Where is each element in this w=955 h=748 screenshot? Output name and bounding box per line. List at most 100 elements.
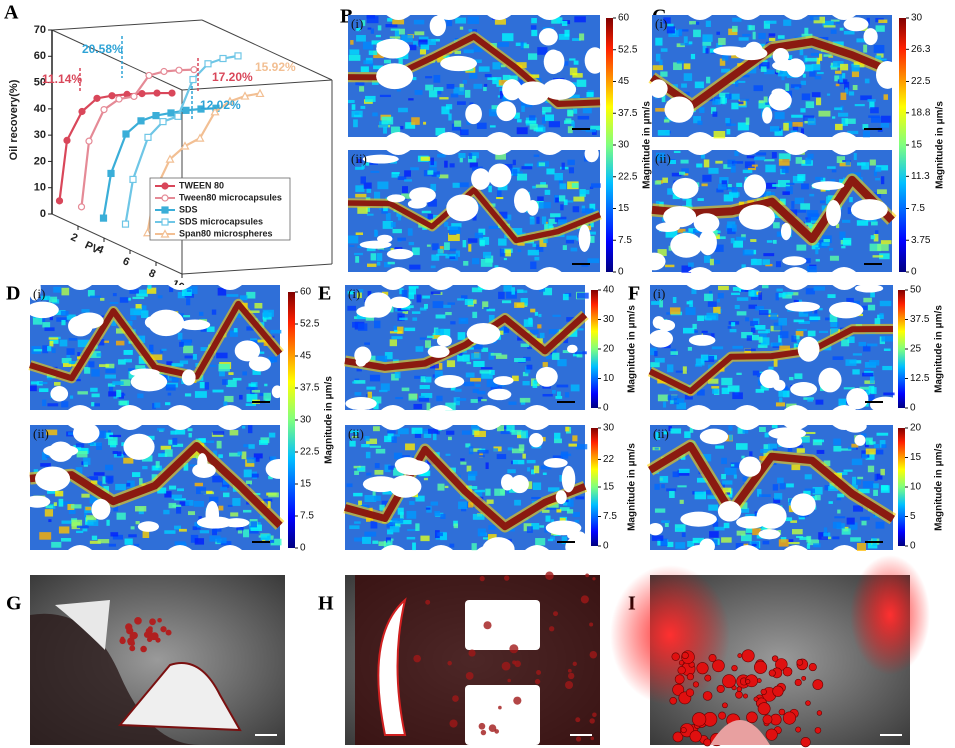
flow-texture bbox=[716, 42, 723, 50]
flow-texture bbox=[754, 156, 766, 161]
flow-texture bbox=[498, 79, 508, 86]
y-tick-label: 30 bbox=[34, 129, 46, 141]
flow-texture bbox=[184, 393, 192, 397]
data-point bbox=[99, 214, 108, 222]
flow-texture bbox=[354, 252, 363, 256]
colorbar-tick-label: 60 bbox=[618, 13, 630, 24]
flow-texture bbox=[768, 33, 776, 38]
flow-texture bbox=[693, 116, 702, 124]
colorbar-tick-label: 10 bbox=[603, 373, 615, 384]
flow-texture bbox=[483, 86, 487, 92]
flow-texture bbox=[232, 498, 241, 506]
flow-texture bbox=[834, 75, 840, 82]
flow-texture bbox=[876, 473, 883, 480]
flow-texture bbox=[361, 443, 370, 448]
flow-texture bbox=[369, 62, 374, 67]
flow-texture bbox=[423, 303, 428, 309]
flow-texture bbox=[457, 354, 464, 362]
flow-texture bbox=[165, 384, 176, 391]
flow-texture bbox=[839, 27, 844, 31]
flow-texture bbox=[829, 314, 838, 322]
pore bbox=[680, 511, 717, 527]
colorbar bbox=[288, 292, 295, 548]
edge-notch bbox=[218, 405, 242, 410]
flow-texture bbox=[503, 327, 510, 333]
flow-texture bbox=[730, 165, 736, 173]
colorbar-tick-label: 50 bbox=[910, 285, 922, 296]
flow-texture bbox=[414, 31, 425, 36]
flow-texture bbox=[527, 249, 539, 256]
flow-texture bbox=[479, 240, 485, 247]
flow-texture bbox=[520, 44, 530, 49]
flow-texture bbox=[830, 19, 840, 22]
edge-notch bbox=[487, 267, 512, 272]
edge-notch bbox=[832, 267, 856, 272]
flow-texture bbox=[506, 490, 511, 494]
flow-texture bbox=[803, 431, 816, 435]
flow-texture bbox=[541, 216, 547, 225]
flow-texture bbox=[562, 245, 567, 251]
flow-texture bbox=[416, 294, 422, 303]
flow-texture bbox=[520, 343, 530, 348]
flow-texture bbox=[883, 348, 891, 351]
flow-texture bbox=[479, 370, 492, 374]
flow-texture bbox=[841, 528, 851, 535]
droplet bbox=[465, 672, 474, 680]
flow-texture bbox=[471, 166, 483, 171]
flow-texture bbox=[183, 462, 189, 471]
flow-texture bbox=[797, 436, 810, 443]
flow-texture bbox=[683, 173, 689, 176]
droplet bbox=[155, 637, 161, 643]
flow-texture bbox=[852, 353, 862, 356]
flow-texture bbox=[821, 242, 830, 246]
pore bbox=[377, 597, 407, 736]
flow-texture bbox=[521, 430, 528, 439]
flow-texture bbox=[354, 392, 362, 396]
flow-texture bbox=[60, 538, 72, 542]
flow-texture bbox=[474, 232, 484, 239]
flow-texture bbox=[211, 309, 217, 315]
flow-texture bbox=[149, 344, 154, 353]
flow-texture bbox=[355, 256, 360, 263]
droplet bbox=[757, 702, 771, 716]
flow-texture bbox=[562, 350, 571, 354]
colorbar-tick-label: 30 bbox=[300, 415, 312, 426]
flow-texture bbox=[661, 520, 670, 523]
flow-texture bbox=[389, 331, 402, 334]
flow-texture bbox=[393, 467, 404, 476]
flow-texture bbox=[447, 233, 460, 242]
flow-texture bbox=[877, 189, 887, 194]
edge-notch bbox=[118, 405, 142, 410]
flow-texture bbox=[585, 129, 597, 133]
flow-texture bbox=[430, 157, 435, 166]
droplet bbox=[553, 611, 559, 617]
flow-texture bbox=[429, 363, 439, 369]
flow-texture bbox=[270, 538, 282, 546]
droplet bbox=[545, 571, 554, 581]
flow-texture bbox=[853, 153, 857, 161]
flow-texture bbox=[841, 339, 850, 347]
flow-texture bbox=[472, 213, 477, 221]
flow-texture bbox=[832, 521, 842, 529]
flow-texture bbox=[349, 49, 360, 55]
flow-texture bbox=[702, 41, 712, 46]
flow-texture bbox=[792, 529, 803, 535]
flow-texture bbox=[398, 107, 408, 113]
flow-texture bbox=[683, 63, 691, 70]
flow-texture bbox=[71, 519, 83, 527]
flow-texture bbox=[392, 518, 404, 524]
flow-texture bbox=[494, 18, 506, 25]
colorbar bbox=[898, 428, 905, 546]
flow-texture bbox=[690, 53, 696, 60]
flow-texture bbox=[689, 425, 694, 433]
flow-texture bbox=[348, 99, 355, 104]
flow-texture bbox=[430, 291, 441, 295]
droplet bbox=[678, 660, 685, 666]
flow-texture bbox=[569, 58, 576, 61]
flow-texture bbox=[150, 354, 163, 361]
flow-texture bbox=[174, 541, 186, 545]
flow-texture bbox=[374, 320, 381, 329]
flow-texture bbox=[401, 193, 411, 199]
flow-texture bbox=[758, 100, 764, 104]
droplet bbox=[134, 617, 142, 625]
